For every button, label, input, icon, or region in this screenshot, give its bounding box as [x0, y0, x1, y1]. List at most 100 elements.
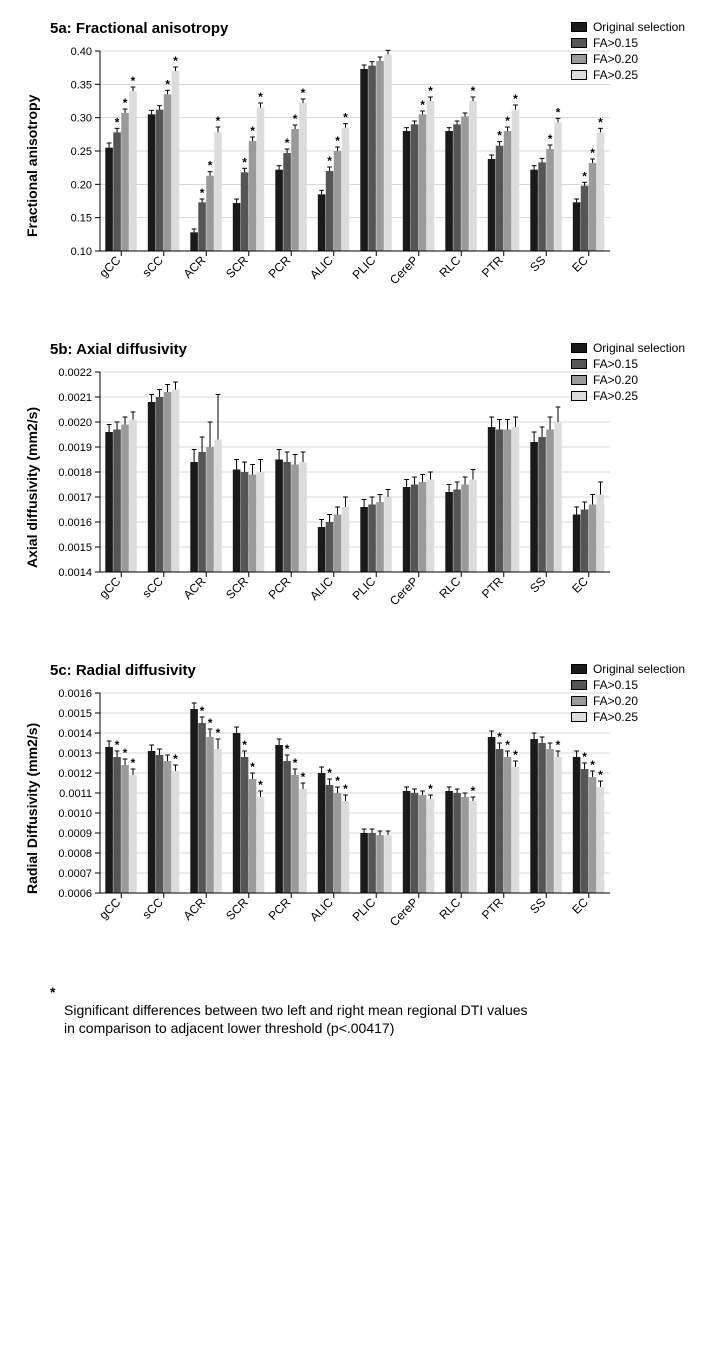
- significance-asterisk: *: [293, 756, 298, 770]
- bar: [129, 775, 137, 893]
- chart-svg: 0.00140.00150.00160.00170.00180.00190.00…: [40, 362, 620, 612]
- legend-item: Original selection: [571, 662, 685, 676]
- significance-asterisk: *: [301, 86, 306, 100]
- bar: [164, 392, 172, 572]
- bar: [121, 113, 129, 251]
- legend: Original selectionFA>0.15FA>0.20FA>0.25: [571, 20, 685, 84]
- y-tick-label: 0.35: [71, 79, 92, 91]
- significance-asterisk: *: [123, 746, 128, 760]
- bar: [299, 103, 307, 251]
- bar: [597, 495, 605, 573]
- significance-asterisk: *: [343, 782, 348, 796]
- x-tick-label: ALIC: [307, 574, 336, 603]
- bar: [257, 797, 265, 893]
- legend-label: FA>0.15: [593, 36, 638, 50]
- bar: [488, 737, 496, 893]
- significance-asterisk: *: [471, 84, 476, 98]
- bar: [342, 801, 350, 893]
- y-axis-label: Axial diffusivity (mm2/s): [20, 362, 40, 612]
- bar: [419, 114, 427, 251]
- bar: [148, 402, 156, 572]
- bar: [554, 422, 562, 572]
- bar: [403, 791, 411, 893]
- x-tick-label: PCR: [266, 574, 294, 602]
- x-tick-label: SCR: [223, 895, 251, 923]
- significance-asterisk: *: [115, 115, 120, 129]
- bar: [469, 480, 477, 573]
- significance-asterisk: *: [216, 114, 221, 128]
- y-tick-label: 0.0006: [58, 888, 92, 900]
- bar: [164, 761, 172, 893]
- bar: [241, 472, 249, 572]
- bar: [198, 202, 206, 251]
- x-tick-label: PCR: [266, 253, 294, 281]
- significance-asterisk: *: [131, 74, 136, 88]
- footnote-line2: in comparison to adjacent lower threshol…: [64, 1019, 705, 1037]
- y-tick-label: 0.0015: [58, 708, 92, 720]
- legend-swatch: [571, 70, 587, 80]
- significance-asterisk: *: [173, 752, 178, 766]
- bar: [113, 132, 121, 251]
- significance-asterisk: *: [115, 738, 120, 752]
- significance-asterisk: *: [505, 114, 510, 128]
- bar: [257, 472, 265, 572]
- legend-swatch: [571, 54, 587, 64]
- bar: [164, 94, 172, 251]
- bar: [427, 480, 435, 573]
- y-tick-label: 0.0020: [58, 417, 92, 429]
- bar: [334, 515, 342, 573]
- significance-asterisk: *: [590, 758, 595, 772]
- legend-item: FA>0.20: [571, 52, 685, 66]
- bar: [113, 757, 121, 893]
- legend-label: Original selection: [593, 341, 685, 355]
- bar: [445, 131, 453, 251]
- bar: [445, 492, 453, 572]
- bar: [384, 497, 392, 572]
- significance-asterisk: *: [200, 704, 205, 718]
- y-tick-label: 0.0015: [58, 542, 92, 554]
- legend-item: FA>0.25: [571, 710, 685, 724]
- bar: [411, 793, 419, 893]
- chart-panel-5c: Original selectionFA>0.15FA>0.20FA>0.255…: [20, 662, 705, 933]
- bar: [190, 232, 198, 251]
- y-tick-label: 0.0022: [58, 367, 92, 379]
- significance-asterisk: *: [556, 105, 561, 119]
- bar: [368, 833, 376, 893]
- bar: [589, 163, 597, 251]
- significance-asterisk: *: [285, 136, 290, 150]
- x-tick-label: SS: [527, 253, 548, 274]
- bar: [597, 787, 605, 893]
- y-tick-label: 0.0014: [58, 728, 92, 740]
- significance-asterisk: *: [471, 784, 476, 798]
- significance-asterisk: *: [250, 124, 255, 138]
- significance-asterisk: *: [301, 770, 306, 784]
- x-tick-label: EC: [569, 253, 591, 275]
- bar: [496, 146, 504, 251]
- bar: [554, 757, 562, 893]
- bar: [488, 427, 496, 572]
- bar: [581, 186, 589, 251]
- bar: [291, 465, 299, 573]
- legend-item: FA>0.15: [571, 357, 685, 371]
- bar: [172, 71, 180, 251]
- significance-asterisk: *: [428, 84, 433, 98]
- bar: [469, 101, 477, 251]
- bar: [326, 171, 334, 251]
- y-tick-label: 0.0008: [58, 848, 92, 860]
- significance-asterisk: *: [258, 90, 263, 104]
- bar: [427, 799, 435, 893]
- bar: [368, 505, 376, 573]
- bar: [530, 170, 538, 251]
- bar: [504, 131, 512, 251]
- legend-label: FA>0.25: [593, 68, 638, 82]
- legend-swatch: [571, 343, 587, 353]
- legend-item: FA>0.15: [571, 678, 685, 692]
- bar: [461, 797, 469, 893]
- bar: [538, 162, 546, 251]
- bar: [376, 502, 384, 572]
- x-tick-label: gCC: [96, 895, 123, 922]
- bar: [538, 437, 546, 572]
- significance-asterisk: *: [343, 111, 348, 125]
- y-tick-label: 0.0014: [58, 567, 92, 579]
- significance-asterisk: *: [216, 726, 221, 740]
